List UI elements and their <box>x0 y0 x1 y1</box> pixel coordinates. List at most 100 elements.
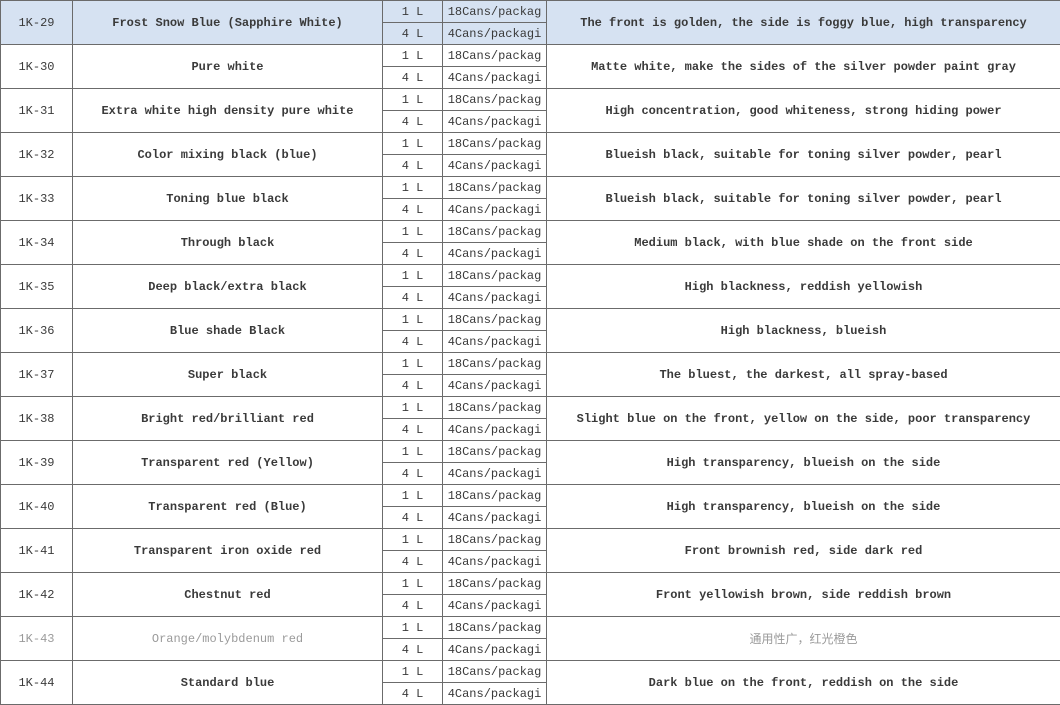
product-pack: 18Cans/packag <box>443 89 547 111</box>
product-code: 1K-30 <box>1 45 73 89</box>
table-row: 1K-33Toning blue black1 L18Cans/packagBl… <box>1 177 1060 199</box>
product-pack: 18Cans/packag <box>443 1 547 23</box>
product-size: 4 L <box>383 287 443 309</box>
product-pack: 4Cans/packagi <box>443 683 547 705</box>
product-code: 1K-32 <box>1 133 73 177</box>
table-row: 1K-31Extra white high density pure white… <box>1 89 1060 111</box>
product-desc: High transparency, blueish on the side <box>547 485 1060 529</box>
product-size: 1 L <box>383 573 443 595</box>
product-pack: 18Cans/packag <box>443 617 547 639</box>
product-size: 1 L <box>383 441 443 463</box>
product-size: 1 L <box>383 397 443 419</box>
product-desc: Blueish black, suitable for toning silve… <box>547 177 1060 221</box>
product-pack: 18Cans/packag <box>443 485 547 507</box>
product-name: Orange/molybdenum red <box>73 617 383 661</box>
product-size: 1 L <box>383 133 443 155</box>
product-size: 1 L <box>383 353 443 375</box>
product-name: Chestnut red <box>73 573 383 617</box>
product-pack: 18Cans/packag <box>443 529 547 551</box>
table-row: 1K-36Blue shade Black1 L18Cans/packagHig… <box>1 309 1060 331</box>
product-name: Extra white high density pure white <box>73 89 383 133</box>
table-row: 1K-40Transparent red (Blue)1 L18Cans/pac… <box>1 485 1060 507</box>
product-desc: Front yellowish brown, side reddish brow… <box>547 573 1060 617</box>
product-name: Frost Snow Blue (Sapphire White) <box>73 1 383 45</box>
product-desc: 通用性广，红光橙色 <box>547 617 1060 661</box>
table-row: 1K-29Frost Snow Blue (Sapphire White)1 L… <box>1 1 1060 23</box>
product-size: 4 L <box>383 331 443 353</box>
product-desc: The bluest, the darkest, all spray-based <box>547 353 1060 397</box>
product-code: 1K-31 <box>1 89 73 133</box>
table-row: 1K-41Transparent iron oxide red1 L18Cans… <box>1 529 1060 551</box>
table-row: 1K-30Pure white1 L18Cans/packagMatte whi… <box>1 45 1060 67</box>
product-size: 4 L <box>383 683 443 705</box>
product-size: 4 L <box>383 23 443 45</box>
product-pack: 18Cans/packag <box>443 397 547 419</box>
product-size: 4 L <box>383 419 443 441</box>
product-code: 1K-38 <box>1 397 73 441</box>
product-size: 1 L <box>383 45 443 67</box>
product-desc: Dark blue on the front, reddish on the s… <box>547 661 1060 705</box>
product-size: 4 L <box>383 375 443 397</box>
product-size: 4 L <box>383 595 443 617</box>
product-size: 1 L <box>383 1 443 23</box>
table-row: 1K-44Standard blue1 L18Cans/packagDark b… <box>1 661 1060 683</box>
product-size: 4 L <box>383 463 443 485</box>
product-pack: 4Cans/packagi <box>443 463 547 485</box>
product-name: Transparent iron oxide red <box>73 529 383 573</box>
product-desc: High blackness, blueish <box>547 309 1060 353</box>
product-code: 1K-37 <box>1 353 73 397</box>
product-name: Deep black/extra black <box>73 265 383 309</box>
product-pack: 4Cans/packagi <box>443 419 547 441</box>
product-code: 1K-35 <box>1 265 73 309</box>
product-name: Super black <box>73 353 383 397</box>
product-pack: 4Cans/packagi <box>443 287 547 309</box>
product-code: 1K-44 <box>1 661 73 705</box>
table-row: 1K-43Orange/molybdenum red1 L18Cans/pack… <box>1 617 1060 639</box>
product-code: 1K-36 <box>1 309 73 353</box>
product-code: 1K-34 <box>1 221 73 265</box>
product-size: 1 L <box>383 529 443 551</box>
table-row: 1K-32Color mixing black (blue)1 L18Cans/… <box>1 133 1060 155</box>
product-desc: High blackness, reddish yellowish <box>547 265 1060 309</box>
product-pack: 4Cans/packagi <box>443 243 547 265</box>
product-name: Bright red/brilliant red <box>73 397 383 441</box>
product-size: 4 L <box>383 507 443 529</box>
product-desc: Front brownish red, side dark red <box>547 529 1060 573</box>
product-pack: 4Cans/packagi <box>443 507 547 529</box>
product-size: 1 L <box>383 177 443 199</box>
table-row: 1K-37Super black1 L18Cans/packagThe blue… <box>1 353 1060 375</box>
table-row: 1K-38Bright red/brilliant red1 L18Cans/p… <box>1 397 1060 419</box>
product-pack: 18Cans/packag <box>443 441 547 463</box>
product-code: 1K-43 <box>1 617 73 661</box>
product-code: 1K-41 <box>1 529 73 573</box>
product-pack: 4Cans/packagi <box>443 199 547 221</box>
product-name: Through black <box>73 221 383 265</box>
product-pack: 4Cans/packagi <box>443 111 547 133</box>
table-row: 1K-35Deep black/extra black1 L18Cans/pac… <box>1 265 1060 287</box>
product-code: 1K-29 <box>1 1 73 45</box>
product-name: Toning blue black <box>73 177 383 221</box>
product-pack: 4Cans/packagi <box>443 375 547 397</box>
product-code: 1K-42 <box>1 573 73 617</box>
product-size: 1 L <box>383 485 443 507</box>
product-size: 4 L <box>383 243 443 265</box>
product-table: 1K-29Frost Snow Blue (Sapphire White)1 L… <box>0 0 1060 705</box>
product-pack: 18Cans/packag <box>443 45 547 67</box>
product-pack: 4Cans/packagi <box>443 155 547 177</box>
product-pack: 18Cans/packag <box>443 309 547 331</box>
table-row: 1K-42Chestnut red1 L18Cans/packagFront y… <box>1 573 1060 595</box>
product-size: 1 L <box>383 309 443 331</box>
product-name: Pure white <box>73 45 383 89</box>
product-desc: Medium black, with blue shade on the fro… <box>547 221 1060 265</box>
product-pack: 18Cans/packag <box>443 177 547 199</box>
product-name: Transparent red (Yellow) <box>73 441 383 485</box>
product-pack: 4Cans/packagi <box>443 639 547 661</box>
product-pack: 18Cans/packag <box>443 133 547 155</box>
product-size: 1 L <box>383 221 443 243</box>
product-size: 4 L <box>383 111 443 133</box>
product-size: 4 L <box>383 155 443 177</box>
product-pack: 4Cans/packagi <box>443 23 547 45</box>
product-size: 4 L <box>383 67 443 89</box>
product-desc: Matte white, make the sides of the silve… <box>547 45 1060 89</box>
product-name: Blue shade Black <box>73 309 383 353</box>
